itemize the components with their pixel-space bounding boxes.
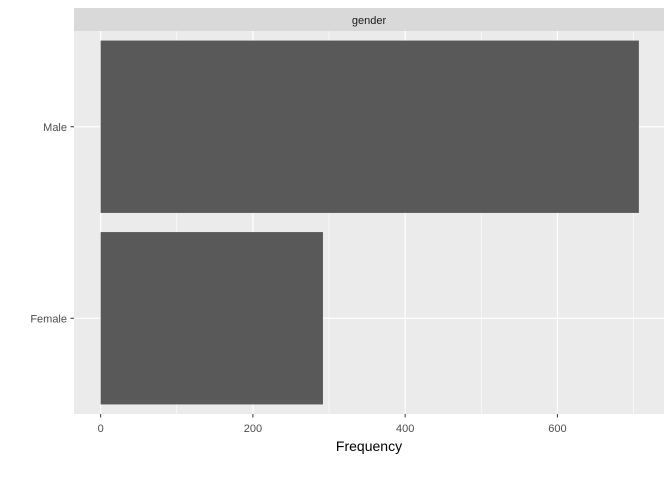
y-tick-label-female: Female <box>30 313 67 325</box>
facet-strip-label: gender <box>352 15 387 27</box>
x-axis: 0 200 400 600 <box>98 414 567 435</box>
facet-strip <box>74 8 664 31</box>
bar-male <box>100 40 639 213</box>
bar-female <box>100 232 323 405</box>
y-axis: Female Male <box>30 122 74 325</box>
x-tick-label-200: 200 <box>244 423 262 435</box>
x-tick-label-400: 400 <box>396 423 414 435</box>
bars <box>100 40 639 405</box>
y-tick-label-male: Male <box>43 122 67 134</box>
x-tick-label-600: 600 <box>548 423 566 435</box>
x-axis-title: Frequency <box>336 438 402 454</box>
x-tick-label-0: 0 <box>98 423 104 435</box>
